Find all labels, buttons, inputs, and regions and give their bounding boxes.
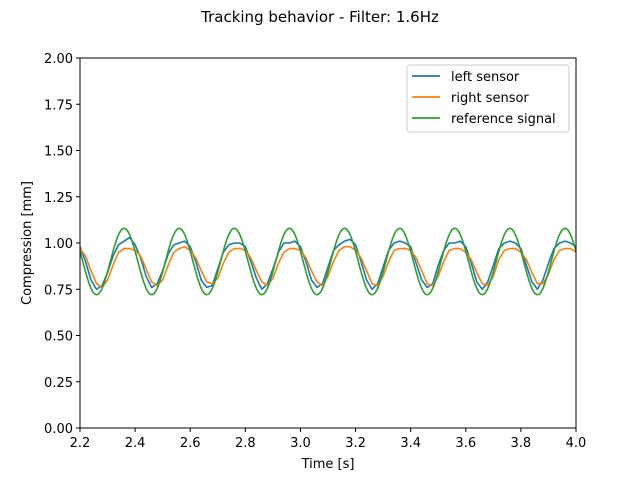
x-tick-label: 2.8 xyxy=(235,436,256,451)
legend-label-left-sensor: left sensor xyxy=(451,70,520,85)
x-axis-label: Time [s] xyxy=(301,457,355,472)
legend-box xyxy=(406,64,570,133)
y-axis-label: Compression [mm] xyxy=(20,181,35,305)
y-tick-label: 1.50 xyxy=(44,145,73,160)
legend: left sensor right sensor reference signal xyxy=(406,64,570,133)
y-tick-label: 1.00 xyxy=(44,237,73,252)
series-layer xyxy=(80,227,576,296)
x-axis: 2.2 2.4 2.6 2.8 3.0 3.2 3.4 3.6 3.8 4.0 xyxy=(70,428,587,451)
x-tick-label: 3.4 xyxy=(400,436,421,451)
y-tick-label: 0.75 xyxy=(44,283,73,298)
y-tick-label: 0.00 xyxy=(44,422,73,437)
y-tick-label: 1.25 xyxy=(44,191,73,206)
y-tick-label: 0.50 xyxy=(44,330,73,345)
y-tick-label: 1.75 xyxy=(44,98,73,113)
chart-title: Tracking behavior - Filter: 1.6Hz xyxy=(200,8,439,26)
x-tick-label: 3.8 xyxy=(511,436,532,451)
y-axis: 0.00 0.25 0.50 0.75 1.00 1.25 1.50 1.75 2.00 xyxy=(44,52,80,437)
series-line-reference-signal xyxy=(80,227,576,296)
series-line-right-sensor xyxy=(80,245,576,289)
x-tick-label: 2.2 xyxy=(70,436,91,451)
x-tick-label: 4.0 xyxy=(566,436,587,451)
y-tick-label: 2.00 xyxy=(44,52,73,67)
y-tick-label: 0.25 xyxy=(44,376,73,391)
x-tick-label: 2.6 xyxy=(180,436,201,451)
x-tick-label: 2.4 xyxy=(125,436,146,451)
legend-label-reference-signal: reference signal xyxy=(451,112,556,127)
x-tick-label: 3.0 xyxy=(290,436,311,451)
x-tick-label: 3.6 xyxy=(455,436,476,451)
legend-label-right-sensor: right sensor xyxy=(451,91,529,106)
x-tick-label: 3.2 xyxy=(345,436,366,451)
